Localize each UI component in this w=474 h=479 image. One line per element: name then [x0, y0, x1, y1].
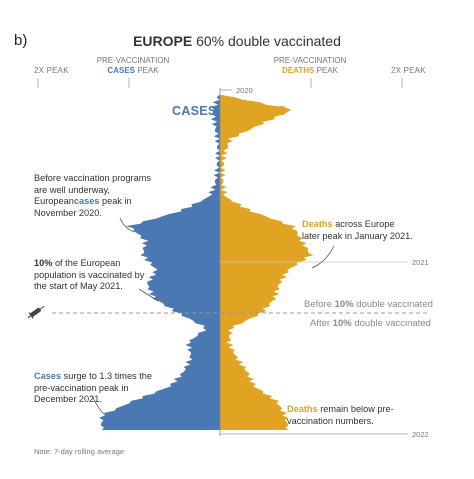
deaths-area: [220, 95, 314, 430]
after-vax-label: After 10% double vaccinated: [310, 318, 431, 329]
footnote: Note: 7-day rolling average: [34, 447, 125, 456]
cases-area: [99, 95, 220, 430]
left-prevax-top: PRE-VACCINATION: [96, 56, 170, 65]
leader-cases-nov2020: [119, 217, 135, 233]
right-prevax-suffix: PEAK: [314, 66, 338, 75]
annotation-deaths-below: Deaths remain below pre-vaccination numb…: [287, 404, 394, 426]
left-prevax-cases: CASES: [107, 66, 135, 75]
before-vax-label: Before 10% double vaccinated: [304, 299, 433, 310]
right-prevax-deaths: DEATHS: [282, 66, 315, 75]
annotation-cases-dec2021: Cases surge to 1.3 times the pre-vaccina…: [34, 371, 152, 404]
title-rest: 60% double vaccinated: [192, 33, 341, 49]
deaths-header: DEATHS: [234, 104, 287, 118]
right-prevax-top: PRE-VACCINATION: [273, 56, 347, 65]
year-2022-label: 2022: [412, 430, 429, 439]
left-prevax-peak-label: PRE-VACCINATION CASES PEAK: [96, 56, 170, 76]
leader-cases-dec2021: [91, 395, 105, 415]
syringe-icon: [27, 305, 45, 319]
title-bold: EUROPE: [133, 33, 193, 49]
annotation-deaths-jan2021: Deaths across Europe later peak in Janua…: [302, 219, 413, 241]
left-prevax-suffix: PEAK: [134, 66, 159, 75]
right-2x-peak-label: 2X PEAK: [391, 66, 426, 75]
chart-title: EUROPE 60% double vaccinated: [0, 33, 474, 49]
leader-deaths-jan2021: [311, 245, 335, 269]
year-2021-label: 2021: [412, 258, 429, 267]
right-prevax-peak-label: PRE-VACCINATION DEATHS PEAK: [271, 56, 349, 76]
left-2x-peak-label: 2X PEAK: [34, 66, 69, 75]
annotation-10pct: 10% of the European population is vaccin…: [34, 258, 145, 291]
leader-10pct: [138, 288, 159, 302]
annotation-cases-nov2020: Before vaccination programs are well und…: [34, 173, 151, 218]
year-2020-label: 2020: [236, 86, 253, 95]
cases-header: CASES: [172, 104, 217, 118]
panel-label: b): [14, 32, 28, 49]
